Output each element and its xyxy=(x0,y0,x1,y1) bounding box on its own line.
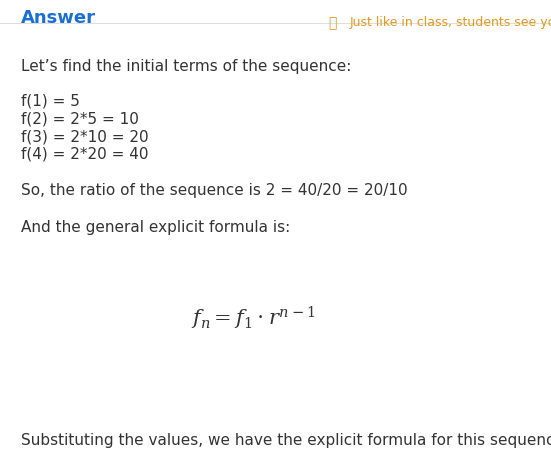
Text: 🔔: 🔔 xyxy=(328,16,336,30)
Text: f(3) = 2*10 = 20: f(3) = 2*10 = 20 xyxy=(21,129,149,144)
Text: Substituting the values, we have the explicit formula for this sequence:: Substituting the values, we have the exp… xyxy=(21,433,551,448)
Text: Answer: Answer xyxy=(21,9,96,27)
Text: And the general explicit formula is:: And the general explicit formula is: xyxy=(21,220,290,235)
Text: f(1) = 5: f(1) = 5 xyxy=(21,94,80,109)
Text: f(4) = 2*20 = 40: f(4) = 2*20 = 40 xyxy=(21,147,148,162)
Text: So, the ratio of the sequence is 2 = 40/20 = 20/10: So, the ratio of the sequence is 2 = 40/… xyxy=(21,183,408,198)
Text: Just like in class, students see you answerin: Just like in class, students see you ans… xyxy=(350,16,551,29)
Text: Let’s find the initial terms of the sequence:: Let’s find the initial terms of the sequ… xyxy=(21,58,352,73)
Text: $f_n = f_1 \cdot r^{n-1}$: $f_n = f_1 \cdot r^{n-1}$ xyxy=(191,305,316,332)
Text: f(2) = 2*5 = 10: f(2) = 2*5 = 10 xyxy=(21,111,139,126)
